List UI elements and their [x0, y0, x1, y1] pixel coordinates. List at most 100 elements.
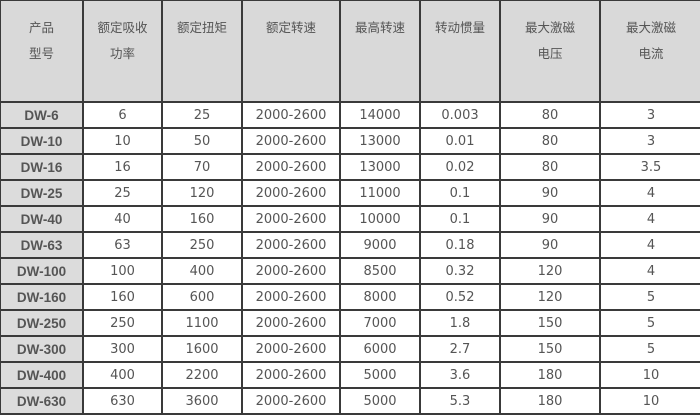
- value-cell: 9000: [339, 231, 421, 259]
- model-cell: DW-40: [0, 205, 84, 233]
- value-cell: 400: [82, 361, 163, 389]
- value-cell: 7000: [339, 309, 421, 337]
- table-row: DW-25 25 120 2000-2600 11000 0.1 90 4: [0, 179, 700, 207]
- table-row: DW-6 6 25 2000-2600 14000 0.003 80 3: [0, 101, 700, 129]
- value-cell: 90: [499, 205, 601, 233]
- value-cell: 180: [499, 387, 601, 415]
- column-header: 最大激磁 电流: [599, 0, 700, 103]
- value-cell: 150: [499, 335, 601, 363]
- value-cell: 3: [599, 101, 700, 129]
- model-cell: DW-160: [0, 283, 84, 311]
- value-cell: 2000-2600: [241, 387, 341, 415]
- value-cell: 250: [161, 231, 243, 259]
- value-cell: 5000: [339, 361, 421, 389]
- value-cell: 6000: [339, 335, 421, 363]
- value-cell: 1100: [161, 309, 243, 337]
- value-cell: 630: [82, 387, 163, 415]
- value-cell: 8500: [339, 257, 421, 285]
- header-text: 功率: [109, 46, 135, 61]
- value-cell: 50: [161, 127, 243, 155]
- value-cell: 10: [599, 387, 700, 415]
- value-cell: 5000: [339, 387, 421, 415]
- column-header: 转动惯量: [419, 0, 501, 103]
- value-cell: 80: [499, 101, 601, 129]
- value-cell: 0.02: [419, 153, 501, 181]
- value-cell: 180: [499, 361, 601, 389]
- value-cell: 300: [82, 335, 163, 363]
- header-text: 产品: [28, 20, 54, 35]
- value-cell: 16: [82, 153, 163, 181]
- value-cell: 2000-2600: [241, 179, 341, 207]
- table-row: DW-40 40 160 2000-2600 10000 0.1 90 4: [0, 205, 700, 233]
- header-text: 额定转速: [265, 20, 316, 35]
- value-cell: 2000-2600: [241, 153, 341, 181]
- value-cell: 3: [599, 127, 700, 155]
- value-cell: 5: [599, 309, 700, 337]
- header-text: 电流: [638, 46, 664, 61]
- model-cell: DW-10: [0, 127, 84, 155]
- table-row: DW-160 160 600 2000-2600 8000 0.52 120 5: [0, 283, 700, 311]
- header-text: 电压: [537, 46, 563, 61]
- value-cell: 400: [161, 257, 243, 285]
- model-cell: DW-63: [0, 231, 84, 259]
- value-cell: 3.6: [419, 361, 501, 389]
- value-cell: 150: [499, 309, 601, 337]
- value-cell: 120: [161, 179, 243, 207]
- value-cell: 160: [82, 283, 163, 311]
- table-row: DW-10 10 50 2000-2600 13000 0.01 80 3: [0, 127, 700, 155]
- value-cell: 4: [599, 257, 700, 285]
- value-cell: 2000-2600: [241, 205, 341, 233]
- value-cell: 1.8: [419, 309, 501, 337]
- value-cell: 4: [599, 179, 700, 207]
- value-cell: 250: [82, 309, 163, 337]
- model-cell: DW-6: [0, 101, 84, 129]
- value-cell: 3600: [161, 387, 243, 415]
- header-text: 转动惯量: [434, 20, 485, 35]
- value-cell: 90: [499, 231, 601, 259]
- value-cell: 4: [599, 205, 700, 233]
- value-cell: 2200: [161, 361, 243, 389]
- value-cell: 3.5: [599, 153, 700, 181]
- value-cell: 4: [599, 231, 700, 259]
- value-cell: 90: [499, 179, 601, 207]
- table-row: DW-630 630 3600 2000-2600 5000 5.3 180 10: [0, 387, 700, 415]
- value-cell: 40: [82, 205, 163, 233]
- value-cell: 14000: [339, 101, 421, 129]
- value-cell: 0.01: [419, 127, 501, 155]
- value-cell: 2000-2600: [241, 101, 341, 129]
- column-header: 额定扭矩: [161, 0, 243, 103]
- column-header: 最高转速: [339, 0, 421, 103]
- header-text: 额定扭矩: [176, 20, 227, 35]
- column-header: 最大激磁 电压: [499, 0, 601, 103]
- value-cell: 2000-2600: [241, 361, 341, 389]
- value-cell: 100: [82, 257, 163, 285]
- value-cell: 63: [82, 231, 163, 259]
- header-row: 产品 型号 额定吸收 功率 额定扭矩 额定转速 最高转速 转动惯量 最大激磁 电压 最大激磁 电流: [0, 0, 700, 103]
- model-cell: DW-16: [0, 153, 84, 181]
- value-cell: 2000-2600: [241, 283, 341, 311]
- model-cell: DW-400: [0, 361, 84, 389]
- value-cell: 2.7: [419, 335, 501, 363]
- value-cell: 2000-2600: [241, 309, 341, 337]
- value-cell: 600: [161, 283, 243, 311]
- header-text: 额定吸收: [97, 20, 148, 35]
- value-cell: 0.1: [419, 205, 501, 233]
- value-cell: 2000-2600: [241, 127, 341, 155]
- table-row: DW-63 63 250 2000-2600 9000 0.18 90 4: [0, 231, 700, 259]
- value-cell: 160: [161, 205, 243, 233]
- model-cell: DW-100: [0, 257, 84, 285]
- value-cell: 0.1: [419, 179, 501, 207]
- value-cell: 80: [499, 127, 601, 155]
- column-header: 额定转速: [241, 0, 341, 103]
- value-cell: 0.003: [419, 101, 501, 129]
- header-text: 最高转速: [354, 20, 405, 35]
- value-cell: 120: [499, 283, 601, 311]
- value-cell: 8000: [339, 283, 421, 311]
- value-cell: 0.32: [419, 257, 501, 285]
- column-header: 额定吸收 功率: [82, 0, 163, 103]
- value-cell: 2000-2600: [241, 335, 341, 363]
- value-cell: 80: [499, 153, 601, 181]
- model-cell: DW-250: [0, 309, 84, 337]
- value-cell: 6: [82, 101, 163, 129]
